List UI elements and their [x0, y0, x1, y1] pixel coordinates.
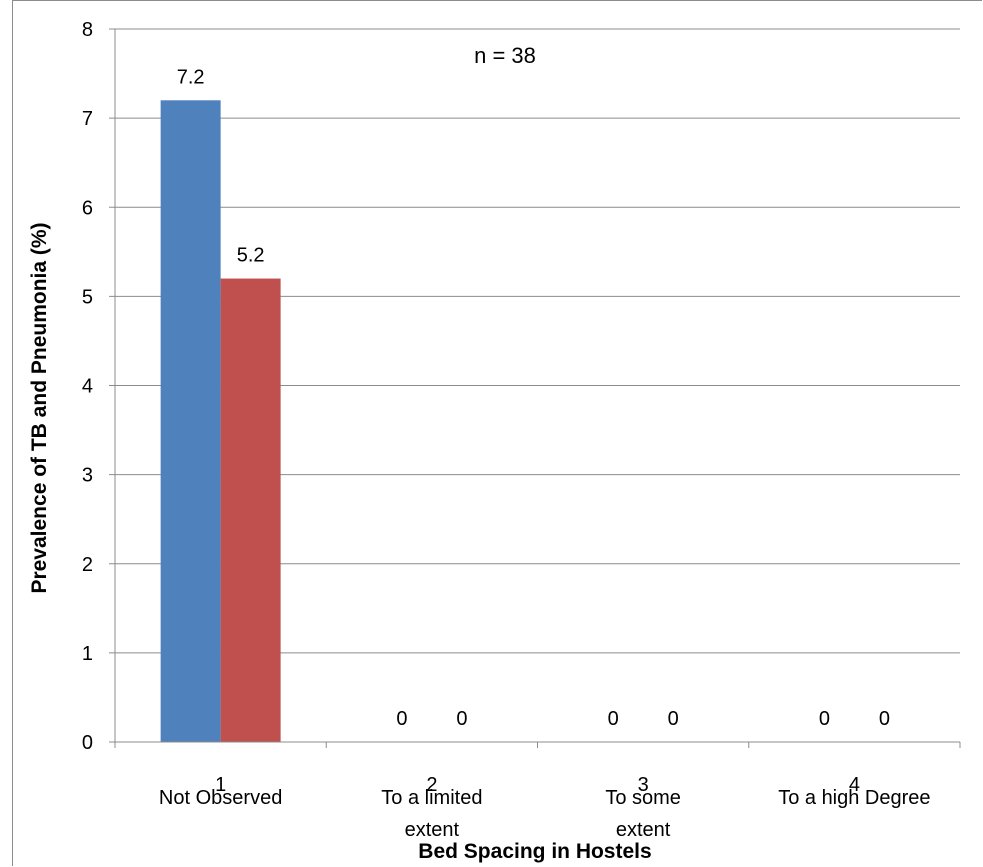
- data-label: 0: [456, 708, 467, 730]
- x-tick-number: 4: [849, 774, 860, 796]
- chart-frame: [12, 0, 982, 866]
- data-label: 7.2: [177, 66, 205, 88]
- y-tick-label: 4: [82, 376, 93, 398]
- x-tick-number: 1: [215, 774, 226, 796]
- y-tick-label: 3: [82, 465, 93, 487]
- data-label: 0: [819, 708, 830, 730]
- data-label: 0: [396, 708, 407, 730]
- x-category-label-line: To a high Degree: [778, 787, 930, 809]
- x-category-label-line: Not Observed: [159, 787, 282, 809]
- y-tick-label: 8: [82, 19, 93, 41]
- data-label: 5.2: [237, 245, 265, 267]
- y-tick-label: 7: [82, 108, 93, 130]
- x-category-label-line: To a limited: [381, 787, 482, 809]
- y-tick-label: 2: [82, 554, 93, 576]
- y-tick-label: 6: [82, 197, 93, 219]
- bar: [220, 278, 281, 742]
- bars: [160, 100, 281, 743]
- y-tick-label: 5: [82, 286, 93, 308]
- x-category-label: To a limited extent: [381, 787, 482, 841]
- data-label: 0: [879, 708, 890, 730]
- x-axis-title: Bed Spacing in Hostels: [418, 840, 651, 863]
- y-axis-title: Prevalence of TB and Pneumonia (%): [28, 222, 51, 593]
- data-label: 0: [668, 708, 679, 730]
- axes: [109, 28, 961, 748]
- bar: [160, 100, 221, 743]
- gridlines: [115, 28, 960, 654]
- x-category-label: Not Observed: [159, 787, 282, 809]
- x-category-label-line: extent: [405, 819, 460, 841]
- x-category-label-line: extent: [616, 819, 671, 841]
- data-label: 0: [608, 708, 619, 730]
- x-tick-number: 2: [426, 774, 437, 796]
- x-category-label: To some extent: [605, 787, 681, 841]
- x-tick-number: 3: [638, 774, 649, 796]
- y-tick-label: 0: [82, 732, 93, 754]
- y-tick-label: 1: [82, 643, 93, 665]
- x-category-label-line: To some: [605, 787, 681, 809]
- n-annotation: n = 38: [474, 43, 536, 68]
- x-category-label: To a high Degree: [778, 787, 930, 809]
